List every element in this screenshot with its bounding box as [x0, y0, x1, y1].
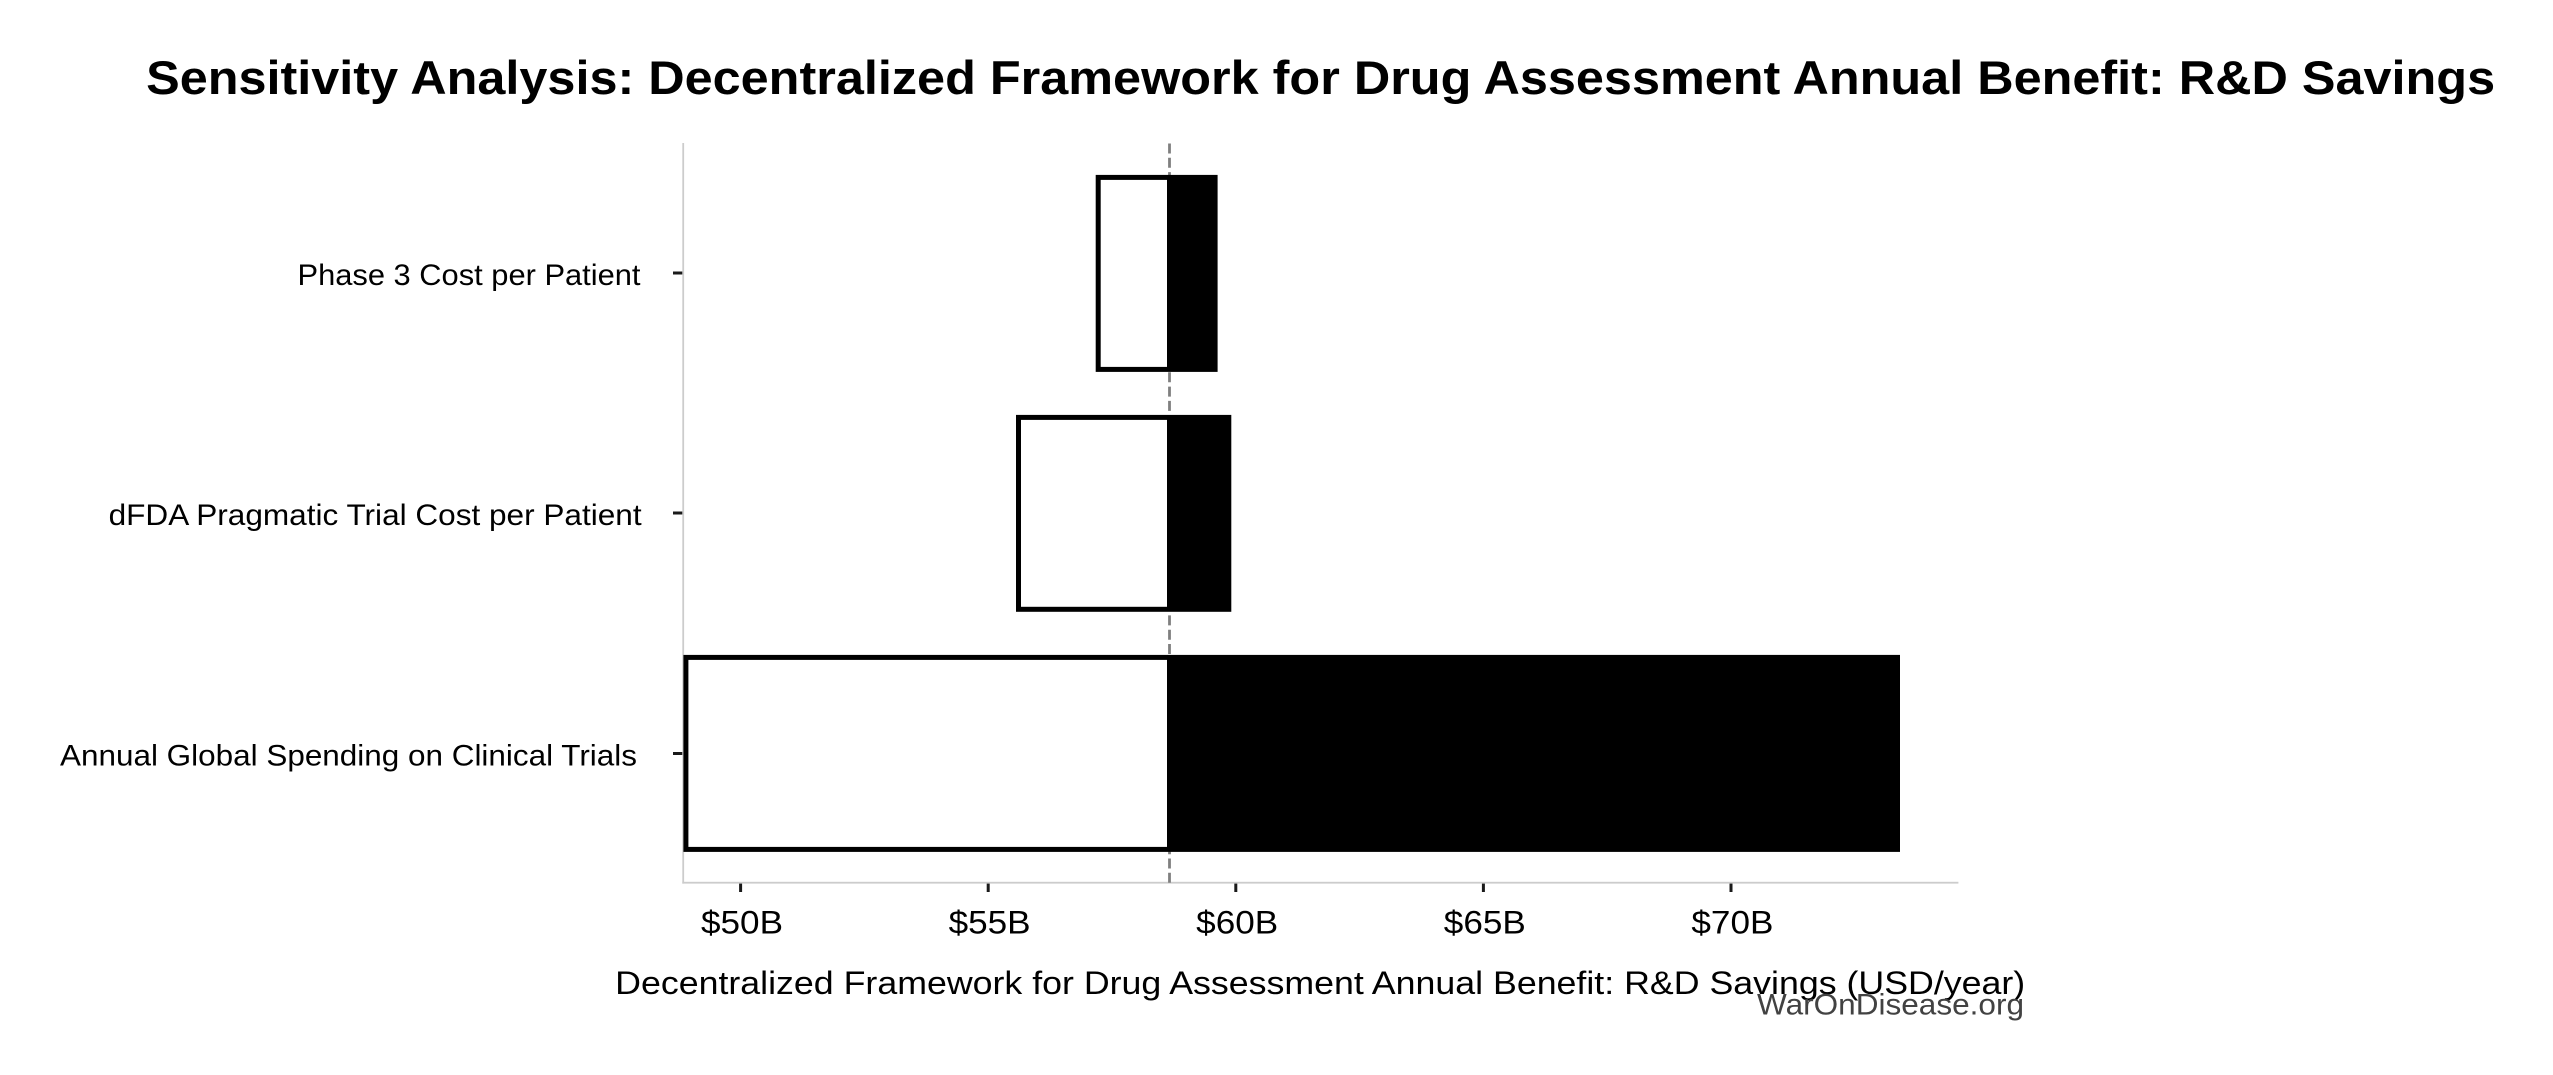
svg-text:$55B: $55B — [949, 905, 1031, 941]
svg-text:$70B: $70B — [1691, 905, 1773, 941]
svg-text:dFDA Pragmatic Trial Cost per: dFDA Pragmatic Trial Cost per Patient — [109, 499, 643, 532]
svg-text:$65B: $65B — [1444, 905, 1526, 941]
svg-text:WarOnDisease.org: WarOnDisease.org — [1757, 989, 2024, 1022]
svg-text:Decentralized Framework for Dr: Decentralized Framework for Drug Assessm… — [615, 965, 2025, 1001]
svg-text:Sensitivity Analysis: Decentra: Sensitivity Analysis: Decentralized Fram… — [146, 51, 2495, 104]
svg-text:Phase 3 Cost per Patient: Phase 3 Cost per Patient — [298, 259, 642, 292]
svg-text:Annual Global Spending on Clin: Annual Global Spending on Clinical Trial… — [60, 740, 637, 773]
svg-text:$60B: $60B — [1196, 905, 1278, 941]
svg-text:$50B: $50B — [701, 905, 783, 941]
